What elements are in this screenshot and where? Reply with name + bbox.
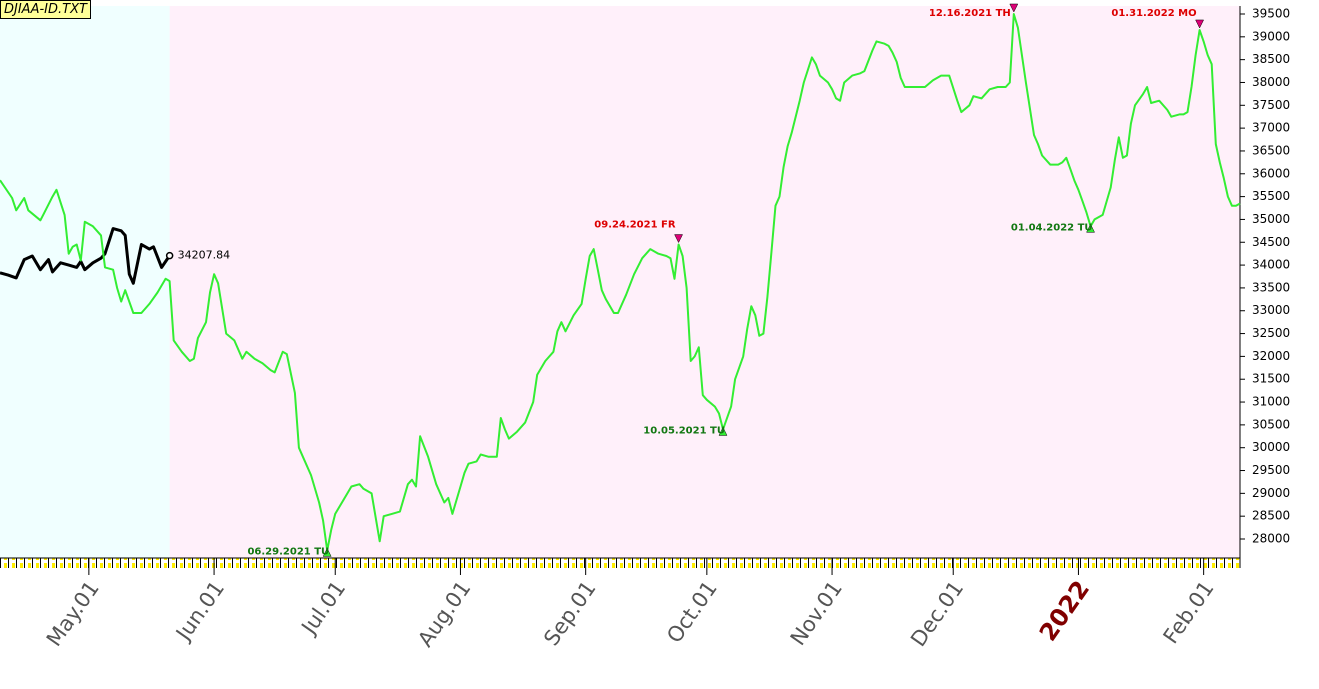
- low-marker: [718, 426, 728, 436]
- y-tick-label: 35000: [1252, 212, 1290, 226]
- high-marker: [1195, 19, 1205, 29]
- y-tick-label: 30500: [1252, 417, 1290, 431]
- x-tick-label: Nov.01: [786, 577, 847, 650]
- y-tick-label: 31000: [1252, 395, 1290, 409]
- y-tick-label: 33500: [1252, 280, 1290, 294]
- y-tick-label: 36500: [1252, 143, 1290, 157]
- y-tick-label: 38500: [1252, 52, 1290, 66]
- y-tick-label: 34500: [1252, 235, 1290, 249]
- y-tick-label: 32500: [1252, 326, 1290, 340]
- x-tick-label: Jul.01: [296, 577, 350, 641]
- chart-title: DJIAA-ID.TXT: [0, 0, 91, 19]
- history-area: [0, 6, 170, 558]
- y-tick-label: 31500: [1252, 372, 1290, 386]
- low-label: 06.29.2021 TU: [247, 546, 329, 557]
- high-label: 09.24.2021 FR: [594, 220, 676, 231]
- x-tick-label: Sep.01: [539, 577, 601, 651]
- x-tick-label: Dec.01: [906, 577, 968, 651]
- y-tick-label: 39500: [1252, 6, 1290, 20]
- y-tick-label: 32000: [1252, 349, 1290, 363]
- last-value-label: 34207.84: [178, 249, 231, 262]
- high-marker: [1009, 3, 1019, 13]
- x-tick-label: Aug.01: [413, 577, 475, 652]
- y-tick-label: 33000: [1252, 303, 1290, 317]
- plot-area: [0, 6, 1240, 558]
- high-label: 01.31.2022 MO: [1111, 8, 1196, 19]
- low-label: 01.04.2022 TU: [1011, 222, 1093, 233]
- y-tick-label: 39000: [1252, 29, 1290, 43]
- y-tick-label: 36000: [1252, 166, 1290, 180]
- low-label: 10.05.2021 TU: [643, 425, 725, 436]
- y-tick-label: 34000: [1252, 258, 1290, 272]
- line-series: [0, 13, 1241, 552]
- x-tick-label: Feb.01: [1159, 577, 1219, 649]
- day-strip: [0, 558, 1240, 568]
- y-tick-label: 29500: [1252, 463, 1290, 477]
- y-tick-label: 28500: [1252, 509, 1290, 523]
- y-tick-label: 38000: [1252, 75, 1290, 89]
- high-label: 12.16.2021 TH: [929, 8, 1011, 19]
- x-tick-label: May.01: [42, 577, 104, 651]
- y-tick-label: 37500: [1252, 98, 1290, 112]
- low-marker: [1086, 223, 1095, 233]
- y-tick-label: 35500: [1252, 189, 1290, 203]
- x-tick-label: Jun.01: [170, 577, 229, 647]
- high-marker: [674, 234, 683, 244]
- line-series: [0, 227, 171, 285]
- low-marker: [322, 547, 332, 557]
- last-point: [165, 251, 174, 260]
- y-tick-label: 37000: [1252, 121, 1290, 135]
- x-tick-label: Oct.01: [662, 577, 722, 648]
- y-tick-label: 29000: [1252, 486, 1290, 500]
- y-tick-label: 28000: [1252, 532, 1290, 546]
- x-tick-label: 2022: [1034, 575, 1095, 646]
- y-tick-label: 30000: [1252, 440, 1290, 454]
